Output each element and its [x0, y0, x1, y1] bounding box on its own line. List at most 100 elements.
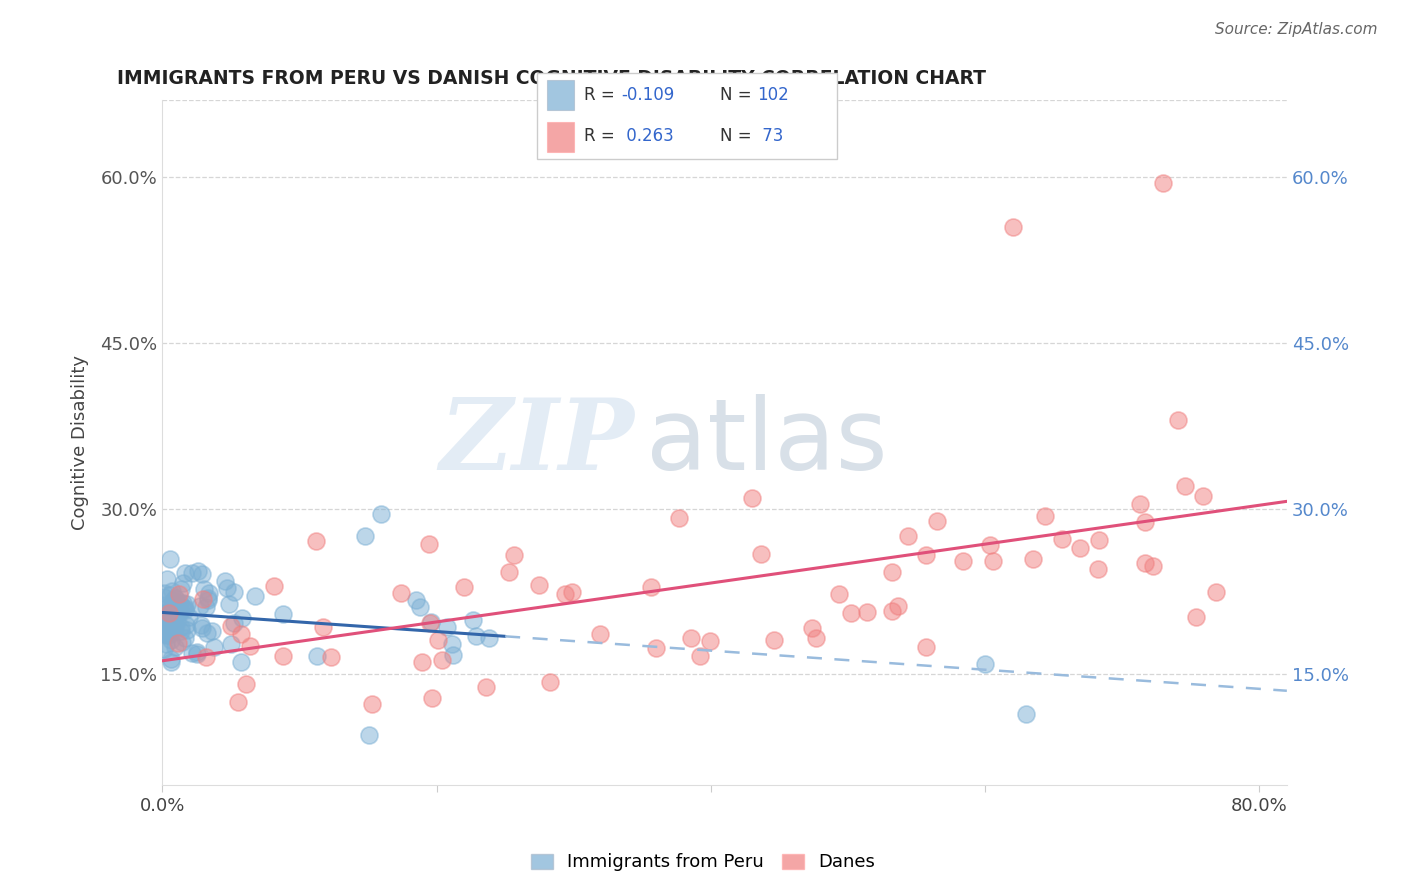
Point	[186, 647, 208, 661]
Point	[419, 616, 441, 631]
Point	[174, 600, 197, 615]
Point	[156, 604, 179, 618]
Point	[1142, 558, 1164, 573]
FancyBboxPatch shape	[547, 80, 575, 110]
Point	[453, 581, 475, 595]
Point	[1184, 610, 1206, 624]
Point	[160, 622, 183, 636]
Point	[173, 603, 195, 617]
Point	[162, 583, 184, 598]
FancyBboxPatch shape	[547, 122, 575, 152]
Point	[201, 624, 224, 638]
Point	[156, 615, 179, 630]
Point	[166, 615, 188, 629]
Point	[1192, 489, 1215, 503]
FancyBboxPatch shape	[537, 73, 838, 159]
Point	[645, 641, 668, 656]
Point	[157, 606, 180, 620]
Point	[741, 491, 763, 505]
Point	[152, 611, 174, 625]
Text: atlas: atlas	[645, 394, 887, 491]
Point	[305, 534, 328, 549]
Point	[152, 598, 174, 612]
Point	[229, 655, 252, 669]
Point	[1174, 479, 1197, 493]
Text: 73: 73	[756, 128, 783, 145]
Point	[187, 564, 209, 578]
Point	[222, 584, 245, 599]
Point	[159, 607, 181, 621]
Point	[170, 635, 193, 649]
Point	[420, 615, 443, 629]
Point	[357, 728, 380, 742]
Point	[159, 588, 181, 602]
Text: ZIP: ZIP	[440, 394, 634, 491]
Point	[162, 598, 184, 612]
Point	[157, 627, 180, 641]
Point	[461, 613, 484, 627]
Point	[163, 620, 186, 634]
Point	[152, 585, 174, 599]
Text: 0.263: 0.263	[621, 128, 673, 145]
Text: R =: R =	[583, 86, 614, 103]
Point	[441, 648, 464, 663]
Point	[162, 593, 184, 607]
Text: IMMIGRANTS FROM PERU VS DANISH COGNITIVE DISABILITY CORRELATION CHART: IMMIGRANTS FROM PERU VS DANISH COGNITIVE…	[117, 69, 987, 87]
Point	[162, 617, 184, 632]
Point	[231, 627, 253, 641]
Point	[174, 566, 197, 581]
Point	[1033, 508, 1056, 523]
Point	[271, 607, 294, 621]
Point	[1135, 515, 1157, 529]
Point	[880, 565, 903, 579]
Point	[418, 537, 440, 551]
Point	[478, 631, 501, 645]
Point	[527, 578, 550, 592]
Point	[166, 596, 188, 610]
Point	[176, 597, 198, 611]
Point	[160, 633, 183, 648]
Point	[800, 621, 823, 635]
Point	[430, 653, 453, 667]
Point	[160, 651, 183, 665]
Point	[897, 529, 920, 543]
Point	[589, 627, 612, 641]
Point	[186, 645, 208, 659]
Point	[689, 648, 711, 663]
Point	[271, 648, 294, 663]
Point	[163, 594, 186, 608]
Text: Source: ZipAtlas.com: Source: ZipAtlas.com	[1215, 22, 1378, 37]
Point	[191, 621, 214, 635]
Point	[353, 529, 375, 543]
Point	[152, 591, 174, 605]
Point	[1001, 220, 1024, 235]
Text: N =: N =	[720, 128, 751, 145]
Point	[156, 572, 179, 586]
Point	[915, 549, 938, 563]
Point	[167, 606, 190, 620]
Point	[215, 582, 238, 596]
Point	[159, 623, 181, 637]
Point	[361, 697, 384, 711]
Point	[427, 632, 450, 647]
Point	[561, 585, 583, 599]
Point	[152, 613, 174, 627]
Point	[179, 609, 201, 624]
Point	[925, 514, 948, 528]
Point	[239, 639, 262, 653]
Point	[263, 578, 285, 592]
Point	[195, 626, 218, 640]
Point	[156, 607, 179, 622]
Point	[1152, 176, 1174, 190]
Point	[165, 591, 187, 606]
Text: N =: N =	[720, 86, 751, 103]
Point	[155, 628, 177, 642]
Point	[191, 591, 214, 606]
Point	[228, 695, 250, 709]
Point	[224, 615, 246, 630]
Point	[245, 589, 267, 603]
Point	[160, 655, 183, 669]
Point	[155, 619, 177, 633]
Point	[221, 619, 243, 633]
Point	[173, 576, 195, 591]
